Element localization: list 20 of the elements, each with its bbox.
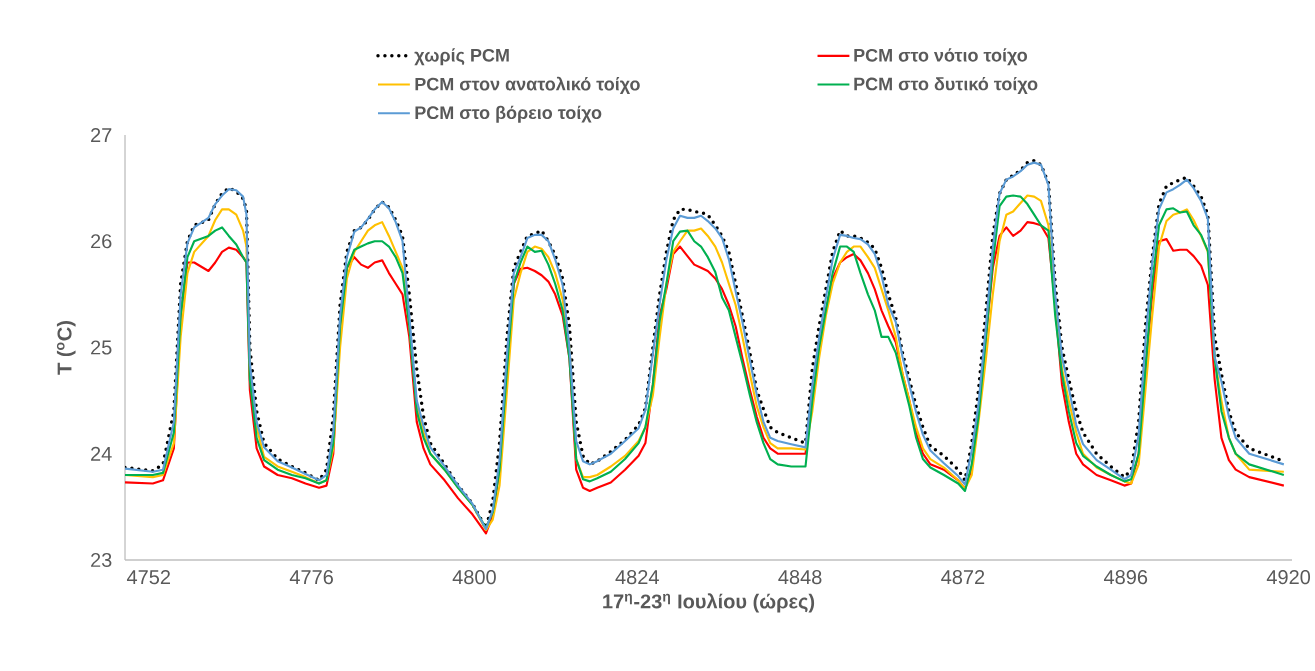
- y-tick-label: 26: [91, 234, 112, 249]
- y-tick-label: 24: [91, 446, 112, 461]
- legend-label: PCM στο βόρειο τοίχο: [415, 105, 602, 123]
- x-tick-label: 4896: [1103, 570, 1148, 585]
- y-tick-label: 23: [91, 552, 112, 568]
- x-tick-label: 4920: [1266, 570, 1311, 585]
- x-tick-label: 4848: [778, 570, 822, 585]
- x-tick-label: 4752: [126, 570, 170, 585]
- legend-label: χωρίς PCM: [414, 48, 509, 66]
- y-tick-label: 25: [91, 340, 112, 355]
- legend-label: PCM στον ανατολικό τοίχο: [415, 76, 640, 95]
- x-tick-label: 4872: [941, 570, 985, 585]
- x-tick-label: 4824: [615, 570, 659, 585]
- x-axis-title: 17$^{η}$-23$^{η}$ Ιουλίου (ώρες): [603, 593, 815, 613]
- x-tick-label: 4776: [289, 570, 333, 585]
- y-axis-title: T ($^{o}$C): [56, 321, 76, 375]
- x-tick-label: 4800: [452, 570, 496, 585]
- legend-label: PCM στο νότιο τοίχο: [854, 48, 1028, 66]
- legend-label: PCM στο δυτικό τοίχο: [854, 76, 1038, 94]
- y-tick-label: 27: [91, 128, 112, 142]
